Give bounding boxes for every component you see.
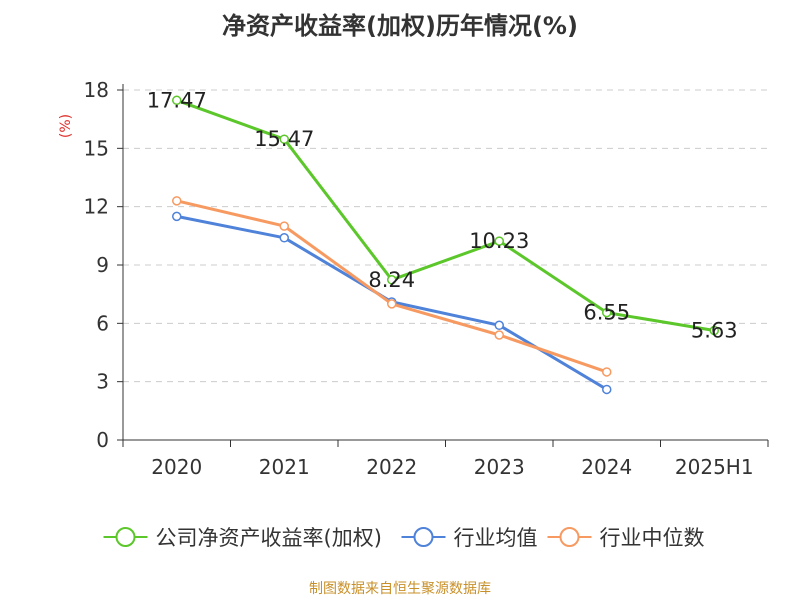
- x-tick-label: 2020: [151, 455, 202, 479]
- legend: 公司净资产收益率(加权) 行业均值 行业中位数: [103, 526, 705, 550]
- data-point: [494, 236, 504, 246]
- x-tick-label: 2024: [581, 455, 632, 479]
- y-tick-label: 6: [96, 311, 109, 335]
- data-point: [494, 320, 504, 331]
- y-tick-label: 9: [96, 253, 109, 277]
- data-point: [279, 134, 289, 144]
- data-point: [172, 211, 182, 222]
- series-line: [176, 98, 715, 332]
- chart-title: 净资产收益率(加权)历年情况(%): [222, 12, 578, 40]
- y-tick-label: 15: [84, 136, 109, 160]
- data-point: [172, 196, 182, 206]
- data-point: [387, 275, 397, 285]
- data-point: [279, 233, 289, 243]
- data-label: 10.23: [469, 229, 529, 253]
- data-point: [602, 307, 612, 318]
- grid-layer: [123, 89, 768, 383]
- data-label: 5.63: [691, 319, 738, 343]
- y-tick-label: 18: [84, 78, 109, 102]
- legend-label: 行业均值: [454, 526, 538, 550]
- data-label: 15.47: [254, 127, 314, 151]
- legend-label: 行业中位数: [600, 526, 705, 550]
- source-note: 制图数据来自恒生聚源数据库: [309, 581, 491, 597]
- data-label: 17.47: [147, 88, 207, 112]
- y-axis-label: (%): [58, 114, 74, 138]
- x-tick-label: 2022: [366, 455, 417, 479]
- y-tick-label: 0: [96, 428, 109, 452]
- axis-layer: 0 3 6 9 12 15 18 2020 2021 2022 2023 2024 2025H1 (%): [58, 78, 769, 479]
- data-label: 8.24: [368, 268, 415, 292]
- data-point: [387, 299, 397, 309]
- data-label-layer: 17.47 15.47 8.24 10.23 6.55 5.63: [147, 88, 738, 342]
- data-point: [602, 384, 612, 395]
- x-tick-label: 2021: [259, 455, 310, 479]
- x-tick-label: 2025H1: [675, 455, 754, 479]
- legend-label: 公司净资产收益率(加权): [156, 526, 382, 550]
- data-label: 6.55: [583, 301, 630, 325]
- data-point: [172, 95, 182, 106]
- data-point: [279, 221, 289, 231]
- series-layer: [172, 95, 719, 395]
- legend-marker: [115, 527, 136, 547]
- data-point: [602, 367, 612, 377]
- data-point: [494, 330, 504, 340]
- y-tick-label: 12: [84, 195, 109, 219]
- legend-marker: [559, 527, 580, 547]
- y-tick-label: 3: [96, 370, 109, 394]
- data-point: [709, 325, 719, 336]
- x-tick-label: 2023: [474, 455, 525, 479]
- legend-marker: [413, 527, 434, 547]
